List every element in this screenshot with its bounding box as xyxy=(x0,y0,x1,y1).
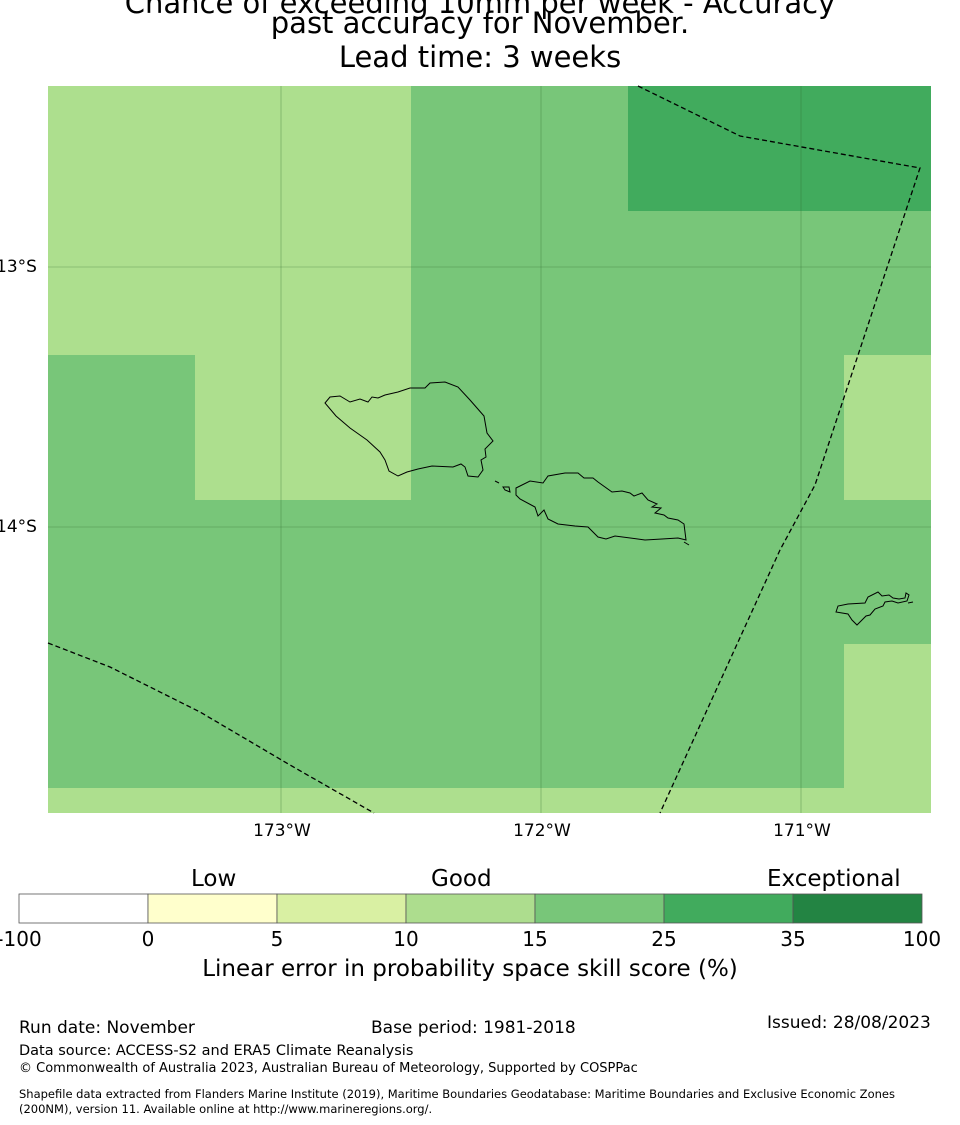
map-title-line-3: Lead time: 3 weeks xyxy=(338,40,622,74)
lon-label-171w: 171°W xyxy=(773,821,831,841)
shapefile-credit-line-2: (200NM), version 11. Available online at… xyxy=(19,1102,433,1116)
lon-label-173w: 173°W xyxy=(253,821,311,841)
colorbar-tick: 15 xyxy=(522,927,548,951)
colorbar xyxy=(18,893,923,924)
colorbar-tick: -100 xyxy=(0,927,42,951)
lat-label-14s: 14°S xyxy=(0,517,37,537)
tutuila-island xyxy=(835,591,910,626)
upolu-island xyxy=(515,472,687,541)
colorbar-label: Linear error in probability space skill … xyxy=(202,956,738,982)
skill-cell-light xyxy=(844,644,931,813)
shapefile-credit-line-1: Shapefile data extracted from Flanders M… xyxy=(19,1087,895,1101)
map-title-line-2: past accuracy for November. xyxy=(270,6,690,40)
colorbar-tick: 0 xyxy=(141,927,155,951)
colorbar-tick: 25 xyxy=(651,927,677,951)
copyright: © Commonwealth of Australia 2023, Austra… xyxy=(19,1061,638,1076)
colorbar-tick: 35 xyxy=(780,927,806,951)
colorbar-segment xyxy=(534,893,665,924)
colorbar-segment xyxy=(792,893,923,924)
colorbar-segment xyxy=(405,893,536,924)
islet xyxy=(494,480,500,484)
lon-label-172w: 172°W xyxy=(513,821,571,841)
islet xyxy=(907,601,914,604)
map-title-line-1: Chance of exceeding 10mm per week - Accu… xyxy=(124,0,836,20)
colorbar-tick: 100 xyxy=(902,927,942,951)
colorbar-segment xyxy=(18,893,149,924)
eez-boundary xyxy=(47,85,921,814)
islet xyxy=(683,541,690,546)
lat-label-13s: 13°S xyxy=(0,257,37,277)
skill-cell-light xyxy=(48,788,931,813)
savaii-island xyxy=(324,381,494,478)
colorbar-segment xyxy=(276,893,407,924)
skill-cell-light xyxy=(844,355,931,500)
base-period: Base period: 1981-2018 xyxy=(371,1018,576,1038)
data-source: Data source: ACCESS-S2 and ERA5 Climate … xyxy=(19,1043,414,1059)
skill-cell-dark xyxy=(628,86,931,211)
islet xyxy=(502,486,511,493)
colorbar-segment xyxy=(663,893,794,924)
run-date: Run date: November xyxy=(19,1018,195,1038)
legend-category-low: Low xyxy=(191,866,237,892)
skill-cell-light xyxy=(48,86,411,355)
colorbar-tick: 10 xyxy=(393,927,419,951)
colorbar-segment xyxy=(147,893,278,924)
skill-map xyxy=(47,85,931,814)
legend-category-exceptional: Exceptional xyxy=(767,866,901,892)
graticule xyxy=(48,86,931,813)
issued-date: Issued: 28/08/2023 xyxy=(767,1013,931,1033)
legend-category-good: Good xyxy=(431,866,492,892)
skill-cell-light xyxy=(195,355,411,500)
colorbar-tick: 5 xyxy=(270,927,284,951)
